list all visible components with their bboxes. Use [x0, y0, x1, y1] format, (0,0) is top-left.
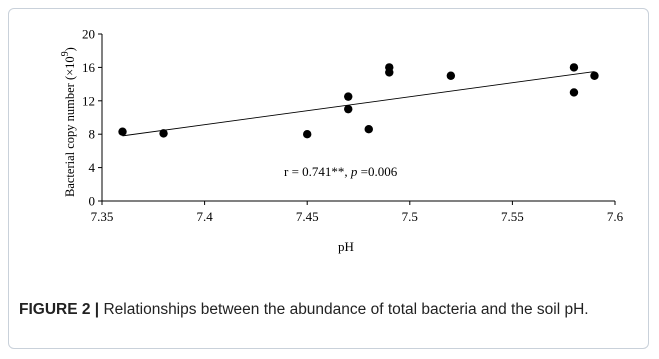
x-tick-label: 7.6 [607, 209, 624, 224]
data-point [344, 104, 353, 114]
x-axis: 7.35 7.4 7.45 7.5 7.55 7.6 [91, 200, 624, 224]
correlation-annotation: r = 0.741**, p =0.006 [284, 164, 398, 179]
data-point [344, 92, 353, 101]
data-point [569, 63, 579, 72]
x-tick-label: 7.55 [501, 209, 524, 224]
caption-text: Relationships between the abundance of t… [99, 301, 589, 318]
data-point [364, 124, 373, 134]
x-tick-label: 7.45 [296, 209, 319, 224]
data-point [118, 127, 127, 136]
y-tick-label: 12 [82, 93, 95, 108]
data-point [159, 129, 168, 138]
scatter-chart: 7.35 7.4 7.45 7.5 7.55 7.6 0 4 8 12 16 20 pH Bacte… [60, 27, 624, 255]
trendline [122, 71, 595, 137]
data-point [385, 68, 394, 77]
data-point [590, 71, 599, 80]
y-tick-label: 16 [82, 60, 96, 75]
y-tick-label: 0 [89, 194, 96, 209]
y-axis-label: Bacterial copy number (×109) [60, 47, 77, 197]
x-tick-label: 7.35 [91, 209, 114, 224]
data-point [446, 71, 456, 80]
data-point [303, 130, 312, 139]
x-tick-label: 7.4 [196, 209, 213, 224]
x-tick-label: 7.5 [402, 209, 418, 224]
data-point [569, 88, 579, 97]
y-tick-label: 4 [89, 160, 96, 175]
figure-caption: FIGURE 2 | Relationships between the abu… [19, 298, 639, 321]
figure-frame [8, 8, 649, 349]
y-axis: 0 4 8 12 16 20 [82, 27, 103, 209]
caption-label: FIGURE 2 | [19, 301, 100, 318]
x-axis-label: pH [338, 239, 354, 254]
y-tick-label: 20 [82, 27, 95, 42]
y-tick-label: 8 [89, 127, 96, 142]
